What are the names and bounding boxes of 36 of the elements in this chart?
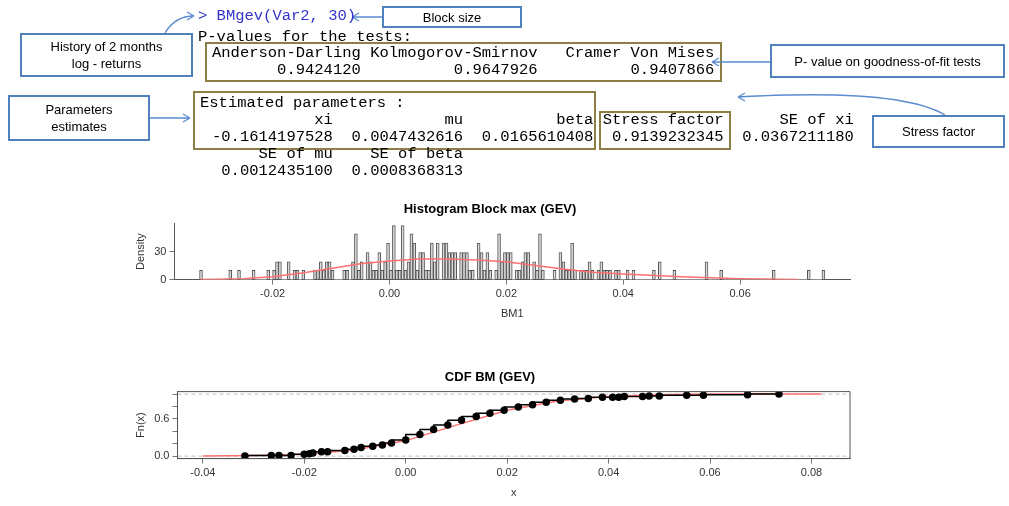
x-tick-label: 0.04 (597, 466, 620, 479)
text: > BMgev(Var2, 30) (198, 7, 357, 25)
y-axis-title: Fn(x) (133, 412, 146, 438)
x-tick-label: 0.06 (729, 287, 751, 300)
text: xi mu beta Stress factor SE of xi (313, 111, 854, 129)
x-tick-label: 0.00 (395, 466, 417, 479)
text: -0.1614197528 0.0047432616 0.0165610408 0.9139232345 0.0367211180 (212, 128, 854, 146)
chart-title: Histogram Block max (GEV) (403, 201, 577, 217)
callout-box: Block size (382, 6, 522, 28)
x-tick-label: 0.02 (495, 287, 518, 300)
y-tick-label: 0 (160, 272, 167, 285)
chart-title: CDF BM (GEV) (444, 369, 536, 385)
x-axis-title: BM1 (500, 307, 524, 320)
x-tick-label: 0.02 (496, 466, 518, 479)
x-tick-label: -0.02 (291, 466, 317, 479)
x-tick-label: 0.00 (378, 287, 401, 300)
x-tick-label: 0.06 (699, 466, 721, 479)
text: 0.9424120 0.9647926 0.9407866 (276, 61, 715, 79)
callout-box: Parameters estimates (8, 95, 150, 141)
text: Estimated parameters : (200, 94, 405, 112)
text: P-values for the tests: (198, 28, 412, 46)
text: SE of mu SE of beta (257, 145, 464, 163)
callout-box: P- value on goodness-of-fit tests (770, 44, 1005, 78)
callout-box: Stress factor (872, 115, 1005, 148)
callout-box: History of 2 months log - returns (20, 33, 193, 77)
x-tick-label: -0.02 (260, 287, 286, 300)
x-tick-label: 0.04 (612, 287, 634, 300)
text: 0.0012435100 0.0008368313 (220, 162, 464, 180)
y-tick-label: 30 (154, 244, 167, 257)
y-axis-title: Density (133, 232, 146, 270)
text: Anderson-Darling Kolmogorov-Smirnov Cramer Von Mises (212, 44, 715, 62)
y-tick-label: 0.0 (154, 449, 170, 462)
y-tick-label: 0.6 (154, 411, 170, 424)
x-axis-title: x (511, 486, 517, 499)
x-tick-label: 0.08 (800, 466, 823, 479)
x-tick-label: -0.04 (190, 466, 216, 479)
